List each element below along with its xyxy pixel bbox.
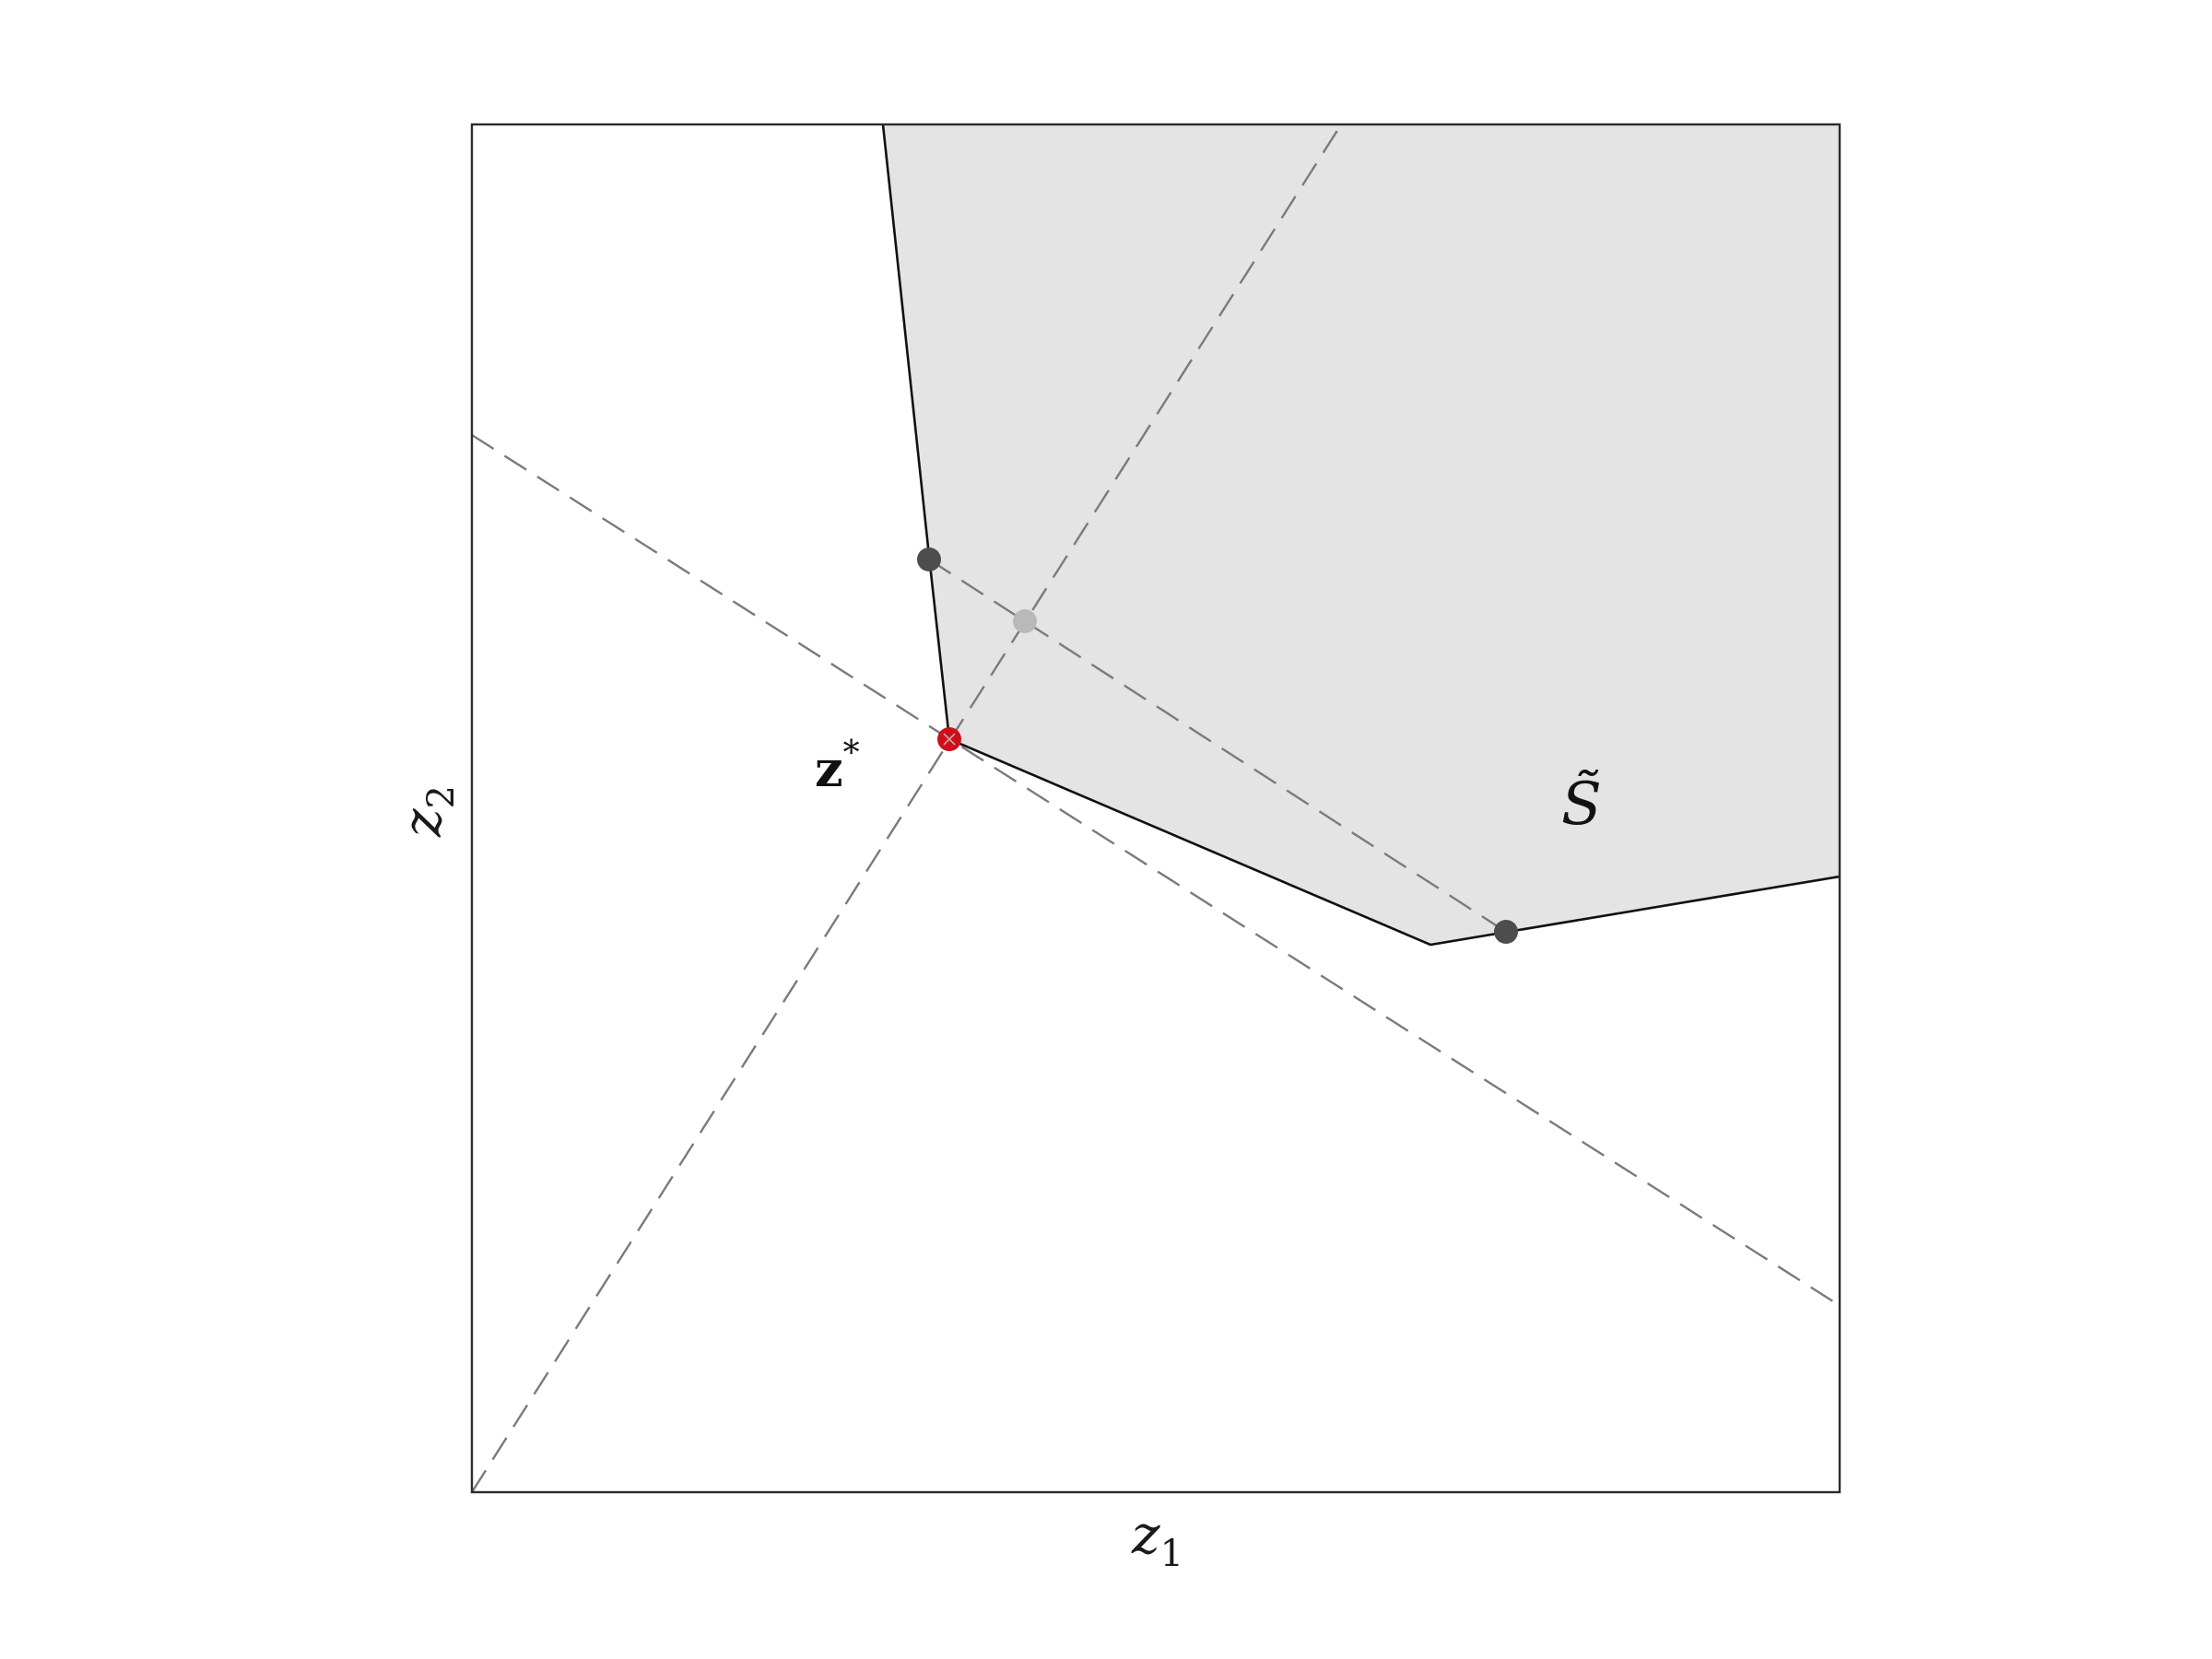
midpoint-marker [1013, 609, 1037, 633]
ideal-point-label: z* [815, 735, 860, 798]
ideal-point-marker [937, 727, 961, 751]
feasible-region [883, 124, 1840, 945]
front-point-upper [917, 547, 941, 571]
region-label: S̃ [1561, 770, 1602, 839]
plot-frame [470, 123, 1841, 1494]
front-point-lower [1494, 920, 1518, 944]
x-axis-label: z1 [1131, 1503, 1183, 1575]
y-axis-label: z2 [391, 785, 463, 838]
